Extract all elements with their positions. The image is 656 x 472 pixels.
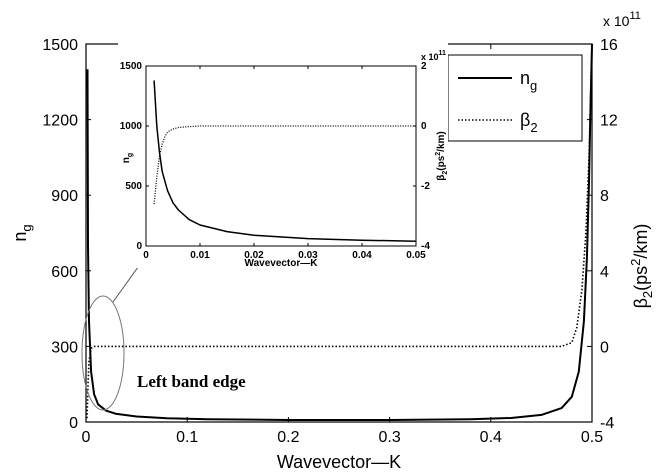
main-y2-exponent-label: x 1011 <box>603 10 641 29</box>
inset-series-beta2-line <box>153 125 416 205</box>
main-y2-tick-label: 0 <box>600 339 609 356</box>
legend-ng-label: ng <box>520 68 537 93</box>
inset-background <box>118 20 448 268</box>
inset-y2-tick-label: 2 <box>421 61 427 72</box>
main-series-beta2-line <box>86 43 593 419</box>
main-x-tick-label: 0 <box>82 429 91 446</box>
inset-y2-tick-label: -2 <box>421 181 430 192</box>
inset-y-tick-label: 1500 <box>120 61 143 72</box>
inset-y-tick-label: 500 <box>125 181 142 192</box>
left-band-edge-label: Left band edge <box>137 372 246 391</box>
inset-series-group <box>153 80 417 242</box>
inset-plot-frame <box>145 65 417 247</box>
left-band-edge-ellipse <box>81 295 125 411</box>
inset-y2-tick-label: 0 <box>421 121 427 132</box>
main-y2-axis-label: β2(ps2/km) <box>628 224 655 309</box>
main-y-tick-label: 600 <box>51 264 78 281</box>
main-x-tick-label: 0.3 <box>378 429 400 446</box>
main-y-tick-label: 300 <box>51 339 78 356</box>
inset-y-axis-label: ng <box>121 153 134 163</box>
inset-x-tick-label: 0.03 <box>298 250 318 261</box>
inset-y2-axis-label: β2(ps2/km) <box>435 131 449 180</box>
main-y2-tick-label: -4 <box>600 415 614 432</box>
main-y-ticks: 0 300 600 900 1200 1500 <box>42 37 91 432</box>
legend-beta2-label: β2 <box>520 110 538 135</box>
inset-y2-exponent-label: x 1011 <box>421 50 446 62</box>
inset-x-tick-label: 0.05 <box>406 250 426 261</box>
main-series-ng-line <box>86 43 593 421</box>
main-y2-ticks: -4 0 4 8 12 16 <box>587 37 618 432</box>
inset-x-tick-label: 0.04 <box>352 250 372 261</box>
main-x-tick-label: 0.2 <box>277 429 299 446</box>
main-y-axis-label: ng <box>10 224 34 241</box>
inset-y-tick-label: 1000 <box>120 121 143 132</box>
inset-y-tick-label: 0 <box>136 241 142 252</box>
inset-x-axis-label: Wavevector—K <box>245 258 319 269</box>
main-series-group <box>86 43 593 421</box>
main-x-tick-label: 0.4 <box>480 429 502 446</box>
main-legend: ng β2 <box>447 54 583 142</box>
legend-box <box>447 54 583 142</box>
main-y2-tick-label: 16 <box>600 37 618 54</box>
main-y-tick-label: 900 <box>51 188 78 205</box>
main-y2-tick-label: 8 <box>600 188 609 205</box>
main-y-tick-label: 1200 <box>42 113 78 130</box>
inset-x-tick-label: 0.01 <box>190 250 210 261</box>
main-x-axis-label: Wavevector—K <box>277 452 401 472</box>
inset-x-tick-label: 0.02 <box>244 250 264 261</box>
inset-y2-tick-label: -4 <box>421 241 430 252</box>
main-y2-tick-label: 4 <box>600 264 609 281</box>
main-y-tick-label: 1500 <box>42 37 78 54</box>
inset-series-ng-line <box>153 80 417 242</box>
main-x-tick-label: 0.5 <box>581 429 603 446</box>
main-x-tick-label: 0.1 <box>176 429 198 446</box>
inset-y-ticks: 0 500 1000 1500 <box>120 61 149 252</box>
main-y2-tick-label: 12 <box>600 113 618 130</box>
inset-x-tick-label: 0 <box>143 250 149 261</box>
main-y-tick-label: 0 <box>69 415 78 432</box>
